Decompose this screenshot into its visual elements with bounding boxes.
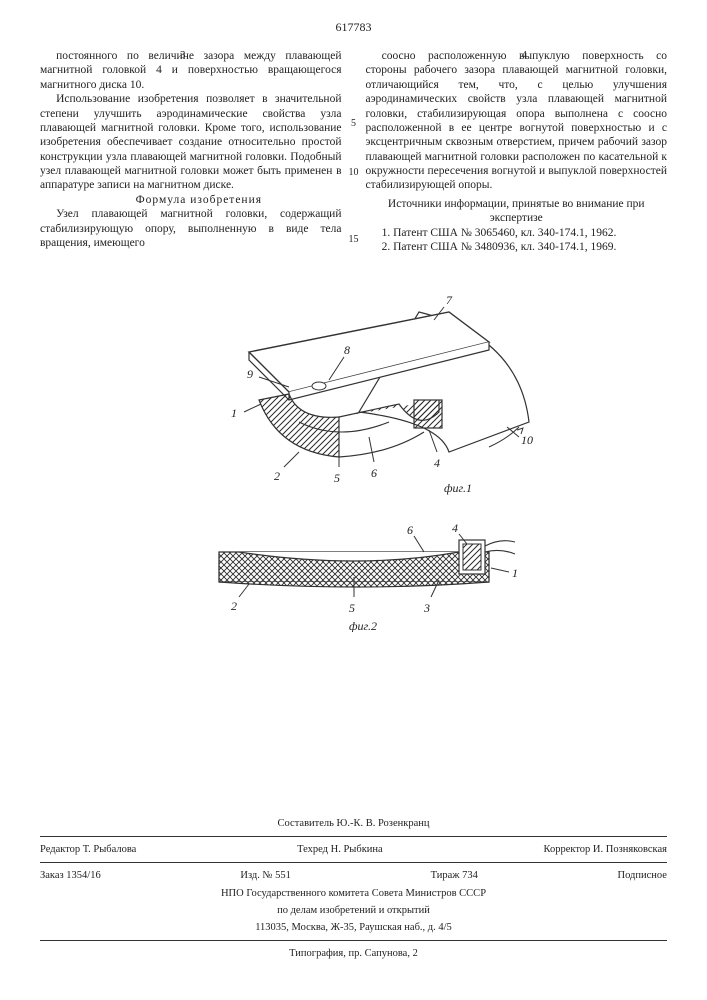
line-mark-10: 10 [349, 167, 359, 180]
footer-editor: Редактор Т. Рыбалова [40, 843, 136, 856]
footer-tech: Техред Н. Рыбкина [297, 843, 383, 856]
line-mark-5: 5 [351, 118, 356, 131]
footer-org2: по делам изобретений и открытий [40, 902, 667, 919]
fig2-caption: фиг.2 [349, 619, 377, 632]
fig1-label-2: 2 [274, 469, 280, 483]
fig2-label-6: 6 [407, 523, 413, 537]
fig2-label-3: 3 [423, 601, 430, 615]
footer-tirage: Тираж 734 [431, 869, 478, 882]
refs-title: Источники информации, принятые во вниман… [366, 197, 668, 226]
fig2-label-2: 2 [231, 599, 237, 613]
col-num-right: 4 [522, 49, 528, 63]
figures-block: 1 2 5 6 4 7 8 9 10 фиг.1 [139, 272, 569, 632]
footer-addr2: Типография, пр. Сапунова, 2 [40, 945, 667, 962]
footer-sub: Подписное [618, 869, 667, 882]
doc-number: 617783 [40, 20, 667, 35]
fig2-label-4: 4 [452, 521, 458, 535]
footer-izd: Изд. № 551 [240, 869, 291, 882]
fig1-label-8: 8 [344, 343, 350, 357]
fig1-label-1: 1 [231, 406, 237, 420]
fig1-label-5: 5 [334, 471, 340, 485]
figure-1: 1 2 5 6 4 7 8 9 10 фиг.1 [231, 293, 533, 495]
footer-compiler: Составитель Ю.-К. В. Розенкранц [40, 815, 667, 832]
col-num-left: 3 [180, 49, 186, 63]
left-p3: Узел плавающей магнитной головки, содерж… [40, 207, 342, 250]
fig1-label-6: 6 [371, 466, 377, 480]
formula-title: Формула изобретения [40, 193, 342, 207]
right-column: соосно расположенную выпуклую поверхност… [366, 49, 668, 254]
figures-svg: 1 2 5 6 4 7 8 9 10 фиг.1 [139, 272, 569, 632]
left-p2: Использование изобретения позволяет в зн… [40, 92, 342, 193]
right-p1: соосно расположенную выпуклую поверхност… [366, 49, 668, 193]
footer-org1: НПО Государственного комитета Совета Мин… [40, 885, 667, 902]
left-column: постоянного по величине зазора между пла… [40, 49, 342, 254]
fig1-label-7: 7 [446, 293, 453, 307]
fig1-label-10: 10 [521, 433, 533, 447]
fig2-label-5: 5 [349, 601, 355, 615]
footer-order: Заказ 1354/16 [40, 869, 101, 882]
fig1-caption: фиг.1 [444, 481, 472, 495]
fig1-label-4: 4 [434, 456, 440, 470]
ref-2: 2. Патент США № 3480936, кл. 340-174.1, … [366, 240, 668, 254]
footer-corrector: Корректор И. Позняковская [543, 843, 667, 856]
references: Источники информации, принятые во вниман… [366, 197, 668, 255]
footer: Составитель Ю.-К. В. Розенкранц Редактор… [40, 815, 667, 962]
fig1-label-9: 9 [247, 367, 253, 381]
figure-2: 2 5 3 6 4 1 фиг.2 [219, 521, 518, 632]
fig2-label-1: 1 [512, 566, 518, 580]
page-columns: 3 4 5 10 15 постоянного по величине зазо… [40, 49, 667, 254]
left-p1: постоянного по величине зазора между пла… [40, 49, 342, 92]
line-mark-15: 15 [349, 234, 359, 247]
ref-1: 1. Патент США № 3065460, кл. 340-174.1, … [366, 226, 668, 240]
footer-addr1: 113035, Москва, Ж-35, Раушская наб., д. … [40, 919, 667, 936]
